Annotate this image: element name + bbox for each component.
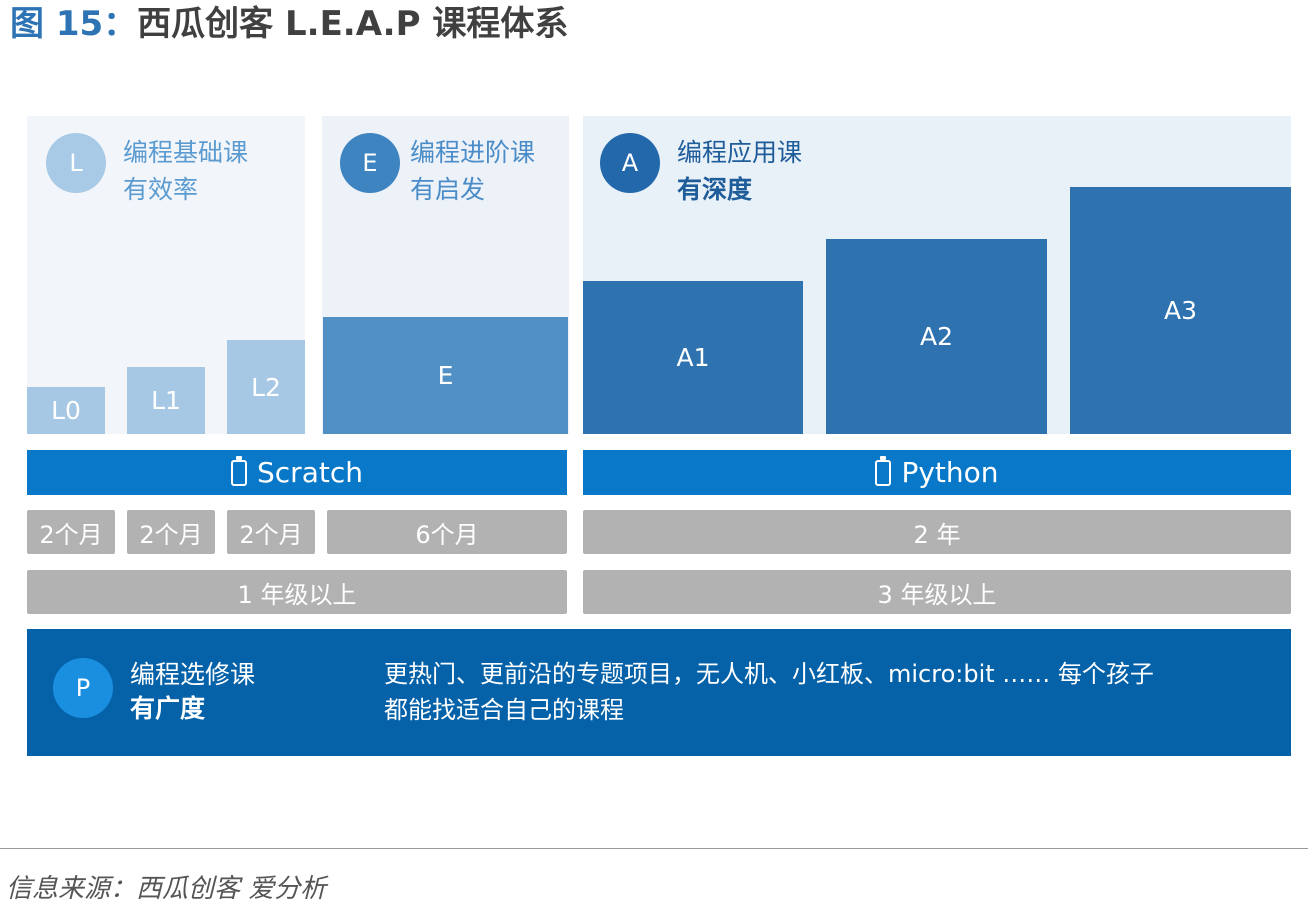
battery-icon <box>875 455 892 486</box>
panel-a-subtitle: 有深度 <box>677 175 753 204</box>
panel-l-subtitle: 有效率 <box>123 175 199 204</box>
figure-number: 图 15： <box>10 4 138 44</box>
step-l1: L1 <box>127 367 205 434</box>
python-label: Python <box>901 456 999 489</box>
elective-title: 编程选修课 <box>130 660 256 689</box>
battery-icon <box>231 455 248 486</box>
source-note: 信息来源：西瓜创客 爱分析 <box>6 874 327 904</box>
figure-title: 图 15：西瓜创客 L.E.A.P 课程体系 <box>10 2 568 46</box>
scratch-bar: Scratch <box>27 450 567 495</box>
step-a3: A3 <box>1070 187 1291 434</box>
panel-e-title: 编程进阶课 <box>410 138 536 167</box>
figure-caption: 西瓜创客 L.E.A.P 课程体系 <box>137 4 569 44</box>
badge-l: L <box>46 133 106 193</box>
step-l0: L0 <box>27 387 105 434</box>
elective-description-line2: 都能找适合自己的课程 <box>384 696 624 724</box>
badge-p: P <box>53 658 113 718</box>
divider <box>0 848 1308 849</box>
duration-l1: 2个月 <box>127 510 215 554</box>
panel-l-title: 编程基础课 <box>123 138 249 167</box>
python-bar: Python <box>583 450 1291 495</box>
elective-subtitle: 有广度 <box>130 694 206 723</box>
duration-l0: 2个月 <box>27 510 115 554</box>
badge-e: E <box>340 133 400 193</box>
panel-e-subtitle: 有启发 <box>410 175 486 204</box>
scratch-label: Scratch <box>257 456 363 489</box>
step-e: E <box>323 317 568 434</box>
step-a1: A1 <box>583 281 803 434</box>
badge-a: A <box>600 133 660 193</box>
elective-panel <box>27 629 1291 756</box>
step-l2: L2 <box>227 340 305 434</box>
grade-scratch: 1 年级以上 <box>27 570 567 614</box>
panel-a-title: 编程应用课 <box>677 138 803 167</box>
duration-a: 2 年 <box>583 510 1291 554</box>
grade-python: 3 年级以上 <box>583 570 1291 614</box>
duration-e: 6个月 <box>327 510 567 554</box>
step-a2: A2 <box>826 239 1047 434</box>
elective-description-line1: 更热门、更前沿的专题项目，无人机、小红板、micro:bit …… 每个孩子 <box>384 660 1154 688</box>
duration-l2: 2个月 <box>227 510 315 554</box>
